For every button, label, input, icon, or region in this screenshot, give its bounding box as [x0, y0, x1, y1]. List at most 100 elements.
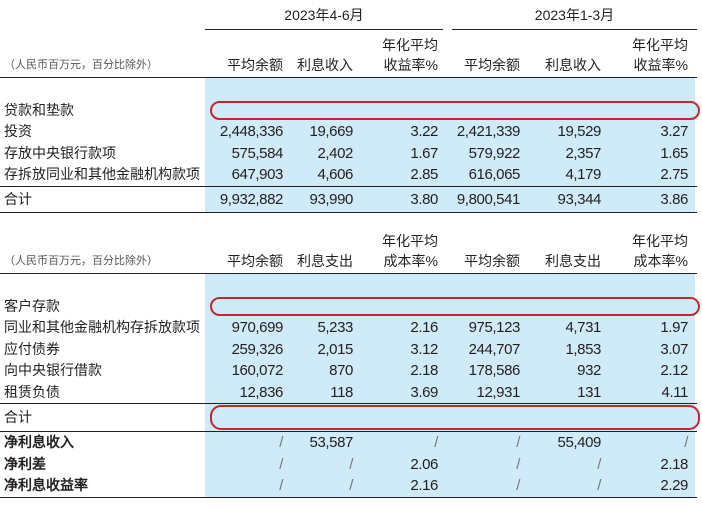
period-header: 2023年4-6月 [205, 0, 443, 30]
column-header-line: 平均余额 [227, 253, 283, 269]
cell-value: 12,931 [476, 383, 521, 401]
column-header: 平均余额 [445, 30, 527, 77]
cell-value: 3.12 [410, 340, 438, 358]
cell-value: 93,990 [309, 190, 354, 208]
column-header-line: 收益率% [383, 57, 438, 73]
unit-label: （人民币百万元，百分比除外） [0, 226, 205, 273]
column-header: 利息支出 [290, 226, 360, 273]
cell: 2,402 [290, 142, 360, 164]
cell: 19,529 [527, 121, 608, 143]
cell: 160,072 [205, 360, 290, 382]
divider [0, 431, 697, 432]
cell-value: 32,167 [309, 297, 354, 315]
cell: 4,179 [527, 164, 608, 186]
cell: 575,584 [205, 142, 290, 164]
row-label: 向中央银行借款 [4, 362, 102, 378]
cell-value: 2.85 [410, 166, 438, 183]
cell: 2.29 [608, 475, 695, 497]
cell: 4,606 [290, 164, 360, 186]
cell-value: 4.31 [410, 101, 438, 119]
cell: 55,409 [527, 432, 608, 454]
cell-value: 55,409 [557, 434, 602, 451]
column-header: 平均余额 [205, 30, 290, 77]
not-applicable-mark: / [279, 477, 283, 494]
cell-value: 4,606 [317, 166, 353, 183]
cell: 32,167 [290, 295, 360, 317]
cell-value: 1.97 [660, 319, 688, 336]
row-label [0, 78, 205, 100]
cell: 2.18 [608, 453, 695, 475]
cell: / [290, 475, 360, 497]
cell: 579,922 [445, 142, 527, 164]
row-label: 同业和其他金融机构存拆放款项 [4, 319, 200, 335]
cell: 12,931 [445, 381, 527, 403]
cell-value: 2,448,336 [219, 123, 284, 140]
cell-value: 5,233 [317, 319, 353, 336]
cell: 970,699 [205, 317, 290, 339]
cell-value: 7,921,458 [219, 297, 284, 315]
cell-value: 67,313 [309, 101, 354, 119]
row-label: 合计 [4, 409, 32, 425]
column-header-line: 利息收入 [297, 57, 353, 73]
row-label: 净利差 [4, 455, 46, 472]
cell: / [205, 432, 290, 454]
not-applicable-mark: / [279, 455, 283, 473]
period-header-row: 2023年4-6月 2023年1-3月 [0, 0, 702, 30]
column-header: 利息支出 [527, 226, 608, 273]
cell-value: 2.16 [410, 319, 438, 336]
summary-row: 净利息收益率 / / 2.16 / / 2.29 [0, 475, 702, 497]
cell-value: 2.18 [410, 362, 438, 379]
row-label: 存拆放同业和其他金融机构款项 [4, 166, 200, 182]
section-label-row [0, 78, 702, 100]
cell-value: 9,800,541 [456, 190, 521, 208]
cell-value: 1,853 [565, 340, 601, 358]
table-row: 存拆放同业和其他金融机构款项 647,903 4,606 2.85 616,065 4,1… [0, 164, 702, 186]
cell: 5,233 [290, 317, 360, 339]
cell-value: 616,065 [468, 166, 521, 183]
cell: / [527, 453, 608, 475]
column-header-line: 利息支出 [297, 253, 353, 269]
interest-earning-assets-table: 2023年4-6月 2023年1-3月 （人民币百万元，百分比除外） 平均余额 利息收入… [0, 0, 702, 213]
column-header-line: 成本率% [633, 253, 688, 269]
row-label [0, 274, 205, 296]
cell-value: 932 [577, 362, 601, 379]
cell: 12,836 [205, 381, 290, 403]
interest-bearing-liabilities-table: （人民币百万元，百分比除外） 平均余额 利息支出 年化平均 成本率% 平均余额 利息支出 年化… [0, 226, 702, 498]
cell [608, 78, 695, 100]
cell [445, 274, 527, 296]
cell-value: 9,324,391 [219, 409, 284, 426]
column-header-line: 收益率% [633, 57, 688, 73]
cell-value: 6,261,059 [219, 101, 284, 119]
table-row: 同业和其他金融机构存拆放款项 970,699 5,233 2.16 975,123 4,7… [0, 317, 702, 339]
cell: 30,288 [527, 295, 608, 317]
cell: 3.07 [608, 338, 695, 360]
cell-value: 9,146,457 [456, 409, 521, 426]
cell: 178,586 [445, 360, 527, 382]
cell: 2.18 [360, 360, 445, 382]
divider [0, 273, 697, 274]
row-label: 客户存款 [4, 297, 60, 314]
column-header-line: 年化平均 [382, 233, 438, 249]
column-header: 平均余额 [205, 226, 290, 273]
table-row: 存放中央银行款项 575,584 2,402 1.67 579,922 2,357 1.65 [0, 142, 702, 164]
cell-value: 2,015 [317, 340, 353, 358]
section-label-row [0, 274, 702, 296]
cell: 1.74 [360, 404, 445, 431]
table-row: 投资 2,448,336 19,669 3.22 2,421,339 19,529 3.27 [0, 121, 702, 143]
cell: 131 [527, 381, 608, 403]
cell: 2.12 [608, 360, 695, 382]
cell: 1.68 [608, 404, 695, 431]
cell: 616,065 [445, 164, 527, 186]
cell: 4,731 [527, 317, 608, 339]
not-applicable-mark: / [516, 455, 520, 473]
cell: 9,932,882 [205, 186, 290, 212]
cell-value: 2.06 [410, 455, 438, 473]
column-header: 年化平均 成本率% [360, 226, 445, 273]
cell-value: 3.69 [410, 383, 438, 401]
cell: 19,669 [290, 121, 360, 143]
cell: / [445, 453, 527, 475]
column-header-line: 年化平均 [382, 37, 438, 53]
total-row: 合计 9,932,882 93,990 3.80 9,800,541 93,344 3.86 [0, 186, 702, 212]
cell-value: 3.86 [660, 190, 688, 208]
cell: 1,853 [527, 338, 608, 360]
